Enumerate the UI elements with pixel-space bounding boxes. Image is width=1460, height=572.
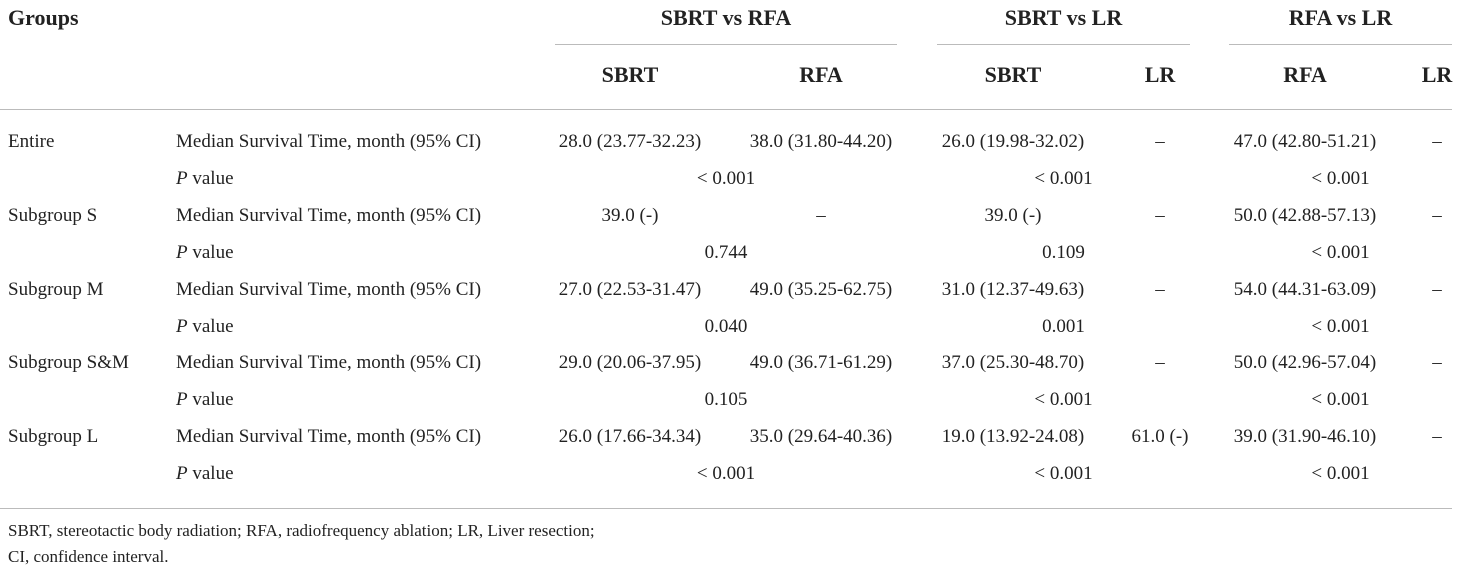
median-cell: 31.0 (12.37-49.63) [941, 278, 1085, 300]
median-cell: – [816, 204, 826, 226]
p-value-cell: < 0.001 [1311, 389, 1370, 411]
bottom-rule [0, 508, 1452, 509]
group-label: Subgroup L [8, 426, 99, 448]
median-cell: 49.0 (36.71-61.29) [749, 352, 893, 374]
p-value-cell: < 0.001 [696, 463, 756, 485]
median-cell: 61.0 (-) [1131, 426, 1189, 448]
p-value-cell: 0.109 [1042, 241, 1085, 263]
p-value-cell: 0.744 [704, 241, 748, 263]
median-cell: 38.0 (31.80-44.20) [749, 131, 893, 152]
median-cell: 29.0 (20.06-37.95) [558, 352, 702, 374]
median-cell: 19.0 (13.92-24.08) [941, 426, 1085, 448]
p-value-cell: < 0.001 [696, 168, 756, 189]
metric-label: P value [176, 463, 234, 485]
metric-label: Median Survival Time, month (95% CI) [176, 204, 482, 226]
p-value-cell: < 0.001 [1311, 168, 1370, 189]
group-rule [1229, 44, 1452, 45]
column-header: LR [1421, 62, 1453, 87]
footnote: SBRT, stereotactic body radiation; RFA, … [8, 521, 595, 540]
metric-label: P value [176, 168, 234, 189]
p-value-cell: < 0.001 [1034, 168, 1093, 189]
metric-label: P value [176, 389, 234, 411]
median-cell: – [1432, 204, 1442, 226]
footnote: CI, confidence interval. [8, 547, 169, 566]
group-label: Subgroup S [8, 204, 98, 226]
p-value-cell: < 0.001 [1311, 241, 1370, 263]
median-cell: – [1432, 352, 1442, 374]
median-cell: 35.0 (29.64-40.36) [749, 426, 893, 448]
column-header: SBRT [984, 62, 1042, 87]
group-label: Subgroup S&M [8, 352, 129, 374]
median-cell: 26.0 (17.66-34.34) [558, 426, 702, 448]
median-cell: 47.0 (42.80-51.21) [1233, 131, 1377, 152]
group-rule [937, 44, 1190, 45]
metric-label: P value [176, 315, 234, 337]
median-cell: 54.0 (44.31-63.09) [1233, 278, 1377, 300]
column-header: RFA [1283, 62, 1327, 87]
median-cell: 39.0 (-) [984, 204, 1042, 226]
median-cell: – [1155, 131, 1165, 152]
median-cell: – [1155, 204, 1165, 226]
group-rule [555, 44, 897, 45]
comparison-title: RFA vs LR [1288, 5, 1393, 30]
column-header: LR [1144, 62, 1176, 87]
column-header: SBRT [601, 62, 659, 87]
p-value-cell: 0.001 [1042, 315, 1085, 337]
median-cell: – [1432, 278, 1442, 300]
median-cell: 37.0 (25.30-48.70) [941, 352, 1085, 374]
p-value-cell: 0.040 [704, 315, 748, 337]
header-rule [0, 109, 1452, 110]
median-cell: 50.0 (42.96-57.04) [1233, 352, 1377, 374]
column-header: RFA [799, 62, 843, 87]
median-cell: – [1155, 352, 1165, 374]
median-cell: 39.0 (31.90-46.10) [1233, 426, 1377, 448]
median-cell: – [1155, 278, 1165, 300]
median-cell: 26.0 (19.98-32.02) [941, 131, 1085, 152]
metric-label: Median Survival Time, month (95% CI) [176, 278, 482, 300]
median-cell: – [1432, 426, 1442, 448]
p-value-cell: 0.105 [704, 389, 748, 411]
comparison-title: SBRT vs LR [1004, 5, 1123, 30]
p-value-cell: < 0.001 [1034, 389, 1093, 411]
median-cell: 49.0 (35.25-62.75) [749, 278, 893, 300]
comparison-title: SBRT vs RFA [660, 5, 792, 30]
median-cell: 27.0 (22.53-31.47) [558, 278, 702, 300]
metric-label: Median Survival Time, month (95% CI) [176, 352, 482, 374]
median-cell: – [1432, 131, 1442, 152]
metric-label: Median Survival Time, month (95% CI) [176, 131, 482, 152]
median-cell: 39.0 (-) [601, 204, 659, 226]
p-value-cell: < 0.001 [1311, 315, 1370, 337]
group-label: Subgroup M [8, 278, 104, 300]
group-label: Entire [8, 131, 55, 152]
median-cell: 28.0 (23.77-32.23) [558, 131, 702, 152]
metric-label: P value [176, 241, 234, 263]
metric-label: Median Survival Time, month (95% CI) [176, 426, 482, 448]
groups-header: Groups [8, 5, 79, 30]
p-value-cell: < 0.001 [1034, 463, 1093, 485]
median-cell: 50.0 (42.88-57.13) [1233, 204, 1377, 226]
p-value-cell: < 0.001 [1311, 463, 1370, 485]
